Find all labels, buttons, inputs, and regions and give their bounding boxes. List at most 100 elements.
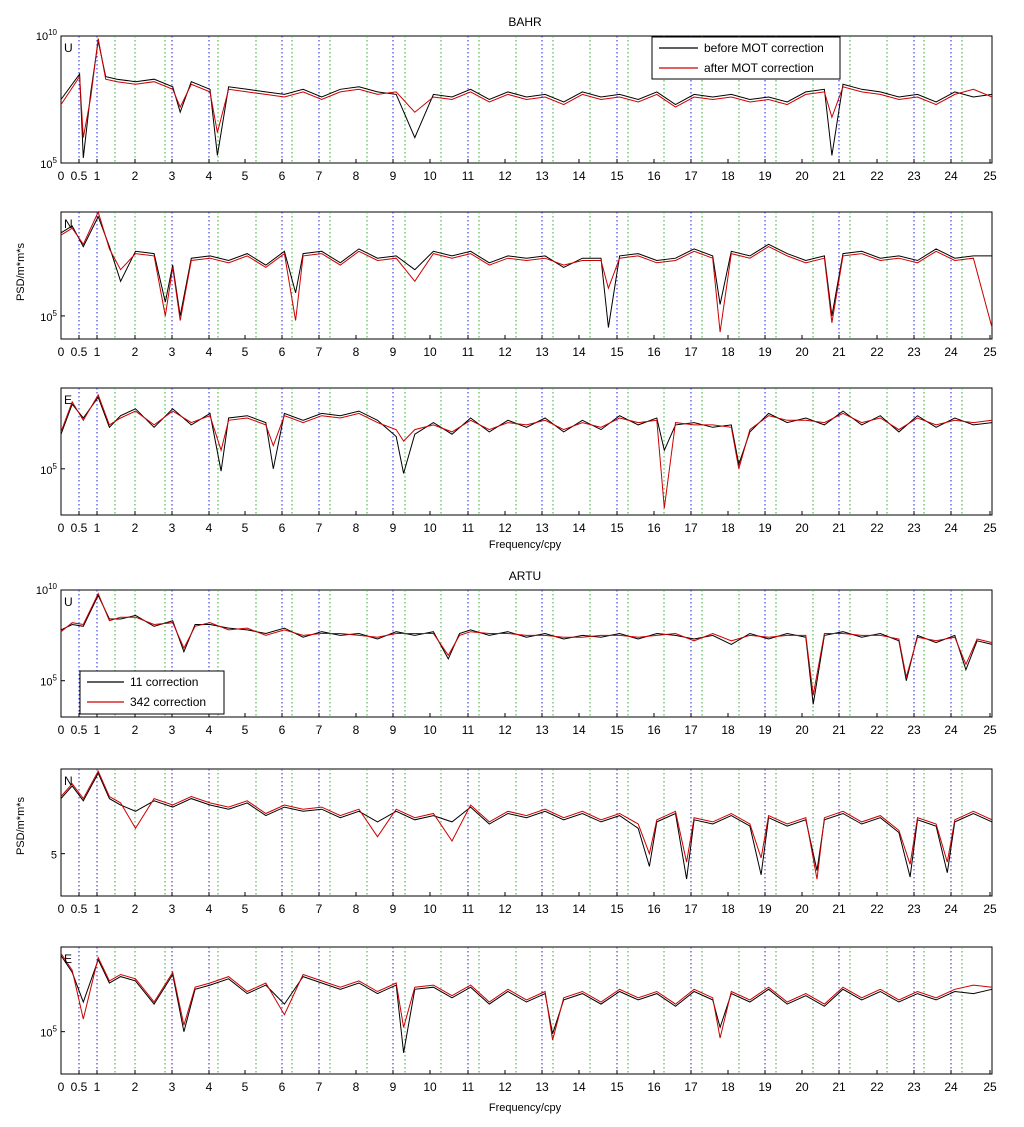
x-tick-label: 4 (206, 1080, 213, 1094)
x-tick-label: 7 (316, 345, 323, 359)
x-tick-label: 24 (944, 1080, 958, 1094)
panel-label: N (64, 217, 73, 231)
x-tick-label: 1 (94, 902, 101, 916)
x-tick-label: 1 (94, 521, 101, 535)
x-tick-label: 22 (870, 521, 884, 535)
x-tick-label: 20 (795, 345, 809, 359)
x-tick-label: 19 (758, 521, 772, 535)
x-tick-label: 24 (944, 169, 958, 183)
x-tick-label: 7 (316, 521, 323, 535)
x-tick-label: 11 (462, 723, 475, 737)
x-tick-label: 24 (944, 345, 958, 359)
axes-frame (60, 589, 993, 718)
x-tick-label: 19 (758, 169, 772, 183)
x-tick-label: 6 (279, 521, 286, 535)
y-tick-label: 105 (40, 1025, 57, 1040)
legend-label-after: after MOT correction (704, 61, 814, 75)
x-tick-label: 17 (684, 723, 698, 737)
x-tick-label: 0.5 (71, 169, 88, 183)
x-tick-label: 10 (423, 169, 437, 183)
y-tick-label: 1010 (36, 582, 58, 597)
x-tick-label: 24 (944, 521, 958, 535)
x-tick-label: 13 (535, 169, 549, 183)
x-tick-label: 5 (242, 1080, 249, 1094)
series-line-before (60, 772, 993, 880)
x-tick-label: 19 (758, 345, 772, 359)
x-tick-label: 16 (647, 723, 661, 737)
x-tick-label: 0 (58, 521, 65, 535)
x-tick-label: 20 (795, 1080, 809, 1094)
legend-label-11: 11 correction (130, 675, 198, 689)
x-tick-label: 0.5 (71, 723, 88, 737)
x-tick-label: 21 (832, 1080, 846, 1094)
x-tick-label: 23 (907, 169, 921, 183)
panel-artu-n: 0 0.5 1 2 3 4 5 6 7 8 9 10 11 12 13 14 15 16 17 18 19 20 21 22 2… (51, 768, 997, 916)
panel-bahr-e: 0 0.5 1 2 3 4 5 6 7 8 9 10 11 12 13 14 15 16 17 18 19 20 21 22 2… (40, 387, 997, 535)
x-tick-label: 12 (498, 1080, 512, 1094)
x-tick-label: 17 (684, 902, 698, 916)
x-tick-label: 21 (832, 169, 846, 183)
x-tick-label: 8 (353, 521, 360, 535)
x-tick-label: 5 (242, 521, 249, 535)
x-tick-label: 21 (832, 521, 846, 535)
x-tick-label: 23 (907, 902, 921, 916)
y-tick-label: 105 (40, 462, 57, 477)
y-tick-label: 105 (40, 156, 57, 171)
x-tick-label: 17 (684, 1080, 698, 1094)
x-tick-label: 13 (535, 723, 549, 737)
x-tick-label: 15 (610, 345, 624, 359)
x-tick-label: 1 (94, 169, 101, 183)
panels-group: 0 0.5 1 2 3 4 5 6 7 8 9 10 11 12 13 14 15 16 17 18 19 20 21 22 2… (36, 28, 997, 1094)
x-tick-label: 14 (572, 169, 586, 183)
x-tick-label: 17 (684, 345, 698, 359)
x-tick-label: 1 (94, 723, 101, 737)
figure-title-bahr: BAHR (508, 15, 542, 29)
legend-box (651, 36, 841, 80)
x-tick-label: 20 (795, 521, 809, 535)
x-tick-label: 7 (316, 902, 323, 916)
x-tick-label: 0 (58, 902, 65, 916)
x-tick-label: 2 (132, 345, 139, 359)
panel-label: N (64, 774, 73, 788)
x-tick-label: 14 (572, 902, 586, 916)
x-tick-label: 22 (870, 723, 884, 737)
x-tick-label: 10 (423, 1080, 437, 1094)
x-tick-label: 22 (870, 902, 884, 916)
x-tick-label: 0 (58, 169, 65, 183)
panel-label: U (64, 41, 73, 55)
x-tick-label: 13 (535, 345, 549, 359)
x-tick-label: 16 (647, 1080, 661, 1094)
x-tick-label: 8 (353, 1080, 360, 1094)
x-tick-label: 5 (242, 345, 249, 359)
x-tick-label: 6 (279, 345, 286, 359)
x-tick-label: 9 (390, 169, 397, 183)
legend-label-342: 342 correction (130, 695, 206, 709)
x-tick-label: 13 (535, 902, 549, 916)
x-tick-label: 0.5 (71, 345, 88, 359)
x-tick-label: 9 (390, 723, 397, 737)
x-tick-label: 5 (242, 902, 249, 916)
x-tick-label: 8 (353, 345, 360, 359)
x-tick-label: 3 (169, 902, 176, 916)
y-tick-label: 5 (51, 850, 57, 862)
x-tick-label: 9 (390, 345, 397, 359)
y-tick-label: 105 (40, 674, 57, 689)
x-tick-label: 4 (206, 521, 213, 535)
x-tick-label: 19 (758, 723, 772, 737)
x-tick-label: 9 (390, 902, 397, 916)
x-tick-label: 18 (721, 902, 735, 916)
x-tick-label: 23 (907, 521, 921, 535)
series-line-after (60, 210, 993, 333)
x-tick-label: 20 (795, 723, 809, 737)
panel-label: E (64, 952, 72, 966)
x-tick-label: 2 (132, 169, 139, 183)
series-line-after (60, 953, 993, 1041)
x-tick-label: 8 (353, 902, 360, 916)
x-tick-label: 12 (498, 902, 512, 916)
x-tick-label: 15 (610, 723, 624, 737)
axes-frame (60, 387, 993, 516)
series-line-after (60, 592, 993, 696)
x-tick-label: 9 (390, 521, 397, 535)
x-tick-label: 14 (572, 1080, 586, 1094)
legend-bahr: before MOT correction after MOT correcti… (651, 36, 841, 80)
